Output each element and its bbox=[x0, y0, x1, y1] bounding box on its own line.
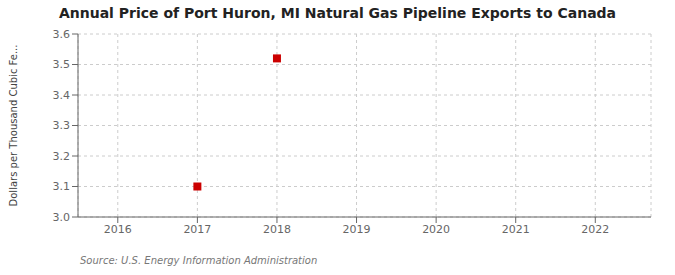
svg-text:2016: 2016 bbox=[104, 223, 132, 236]
svg-text:3.1: 3.1 bbox=[53, 180, 71, 193]
svg-text:2017: 2017 bbox=[183, 223, 211, 236]
html-text:Source: U.S. Energy Informatio: Source: U.S. Energy Information Administ… bbox=[80, 255, 318, 266]
svg-text:3.3: 3.3 bbox=[53, 119, 71, 132]
svg-text:3.5: 3.5 bbox=[53, 58, 71, 71]
html-text:Annual Price of Port Huron, MI: Annual Price of Port Huron, MI Natural G… bbox=[58, 5, 617, 21]
svg-text:Dollars per Thousand Cubic Fe.: Dollars per Thousand Cubic Fe... bbox=[8, 45, 19, 207]
svg-text:3.4: 3.4 bbox=[53, 89, 71, 102]
svg-text:3.2: 3.2 bbox=[53, 150, 71, 163]
svg-text:2022: 2022 bbox=[581, 223, 609, 236]
svg-text:2019: 2019 bbox=[343, 223, 371, 236]
svg-text:3.6: 3.6 bbox=[53, 28, 71, 41]
svg-text:3.0: 3.0 bbox=[53, 211, 71, 224]
svg-text:2021: 2021 bbox=[502, 223, 530, 236]
svg-text:2020: 2020 bbox=[422, 223, 450, 236]
svg-text:2018: 2018 bbox=[263, 223, 291, 236]
